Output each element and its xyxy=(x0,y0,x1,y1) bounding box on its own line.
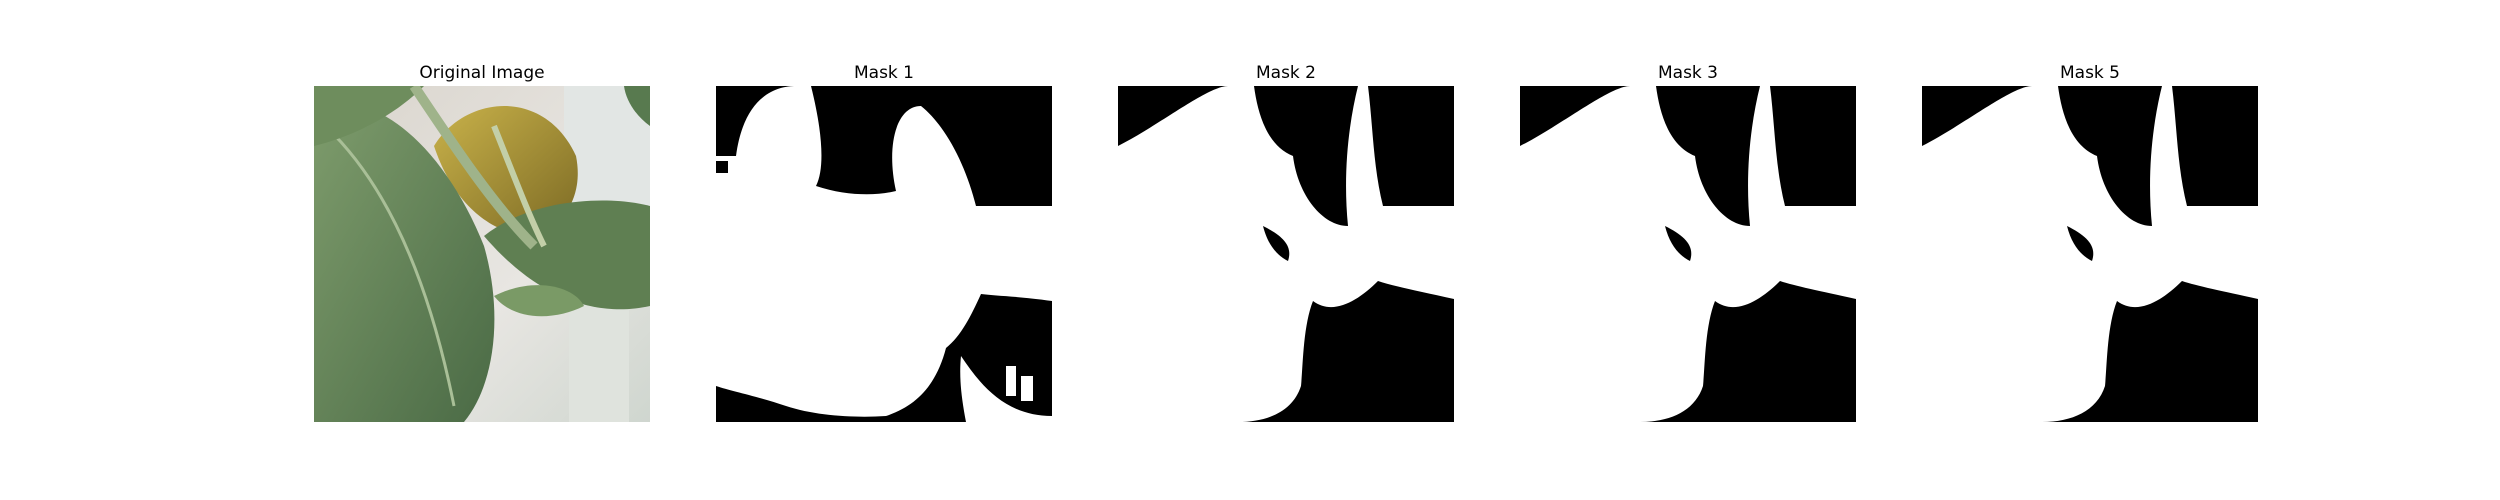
original-image xyxy=(314,86,650,422)
mask-1-panel: Mask 1 xyxy=(716,60,1052,422)
panel-title: Original Image xyxy=(419,63,545,83)
mask-5-image xyxy=(1922,86,2258,422)
panel-title: Mask 1 xyxy=(853,63,914,83)
mask-2-panel: Mask 2 xyxy=(1118,60,1454,422)
panel-title: Mask 5 xyxy=(2059,63,2120,83)
panel-title: Mask 2 xyxy=(1255,63,1316,83)
panel-title: Mask 3 xyxy=(1657,63,1718,83)
mask-2-image xyxy=(1118,86,1454,422)
mask-3-image xyxy=(1520,86,1856,422)
original-image-panel: Original Image xyxy=(314,60,650,422)
mask-3-panel: Mask 3 xyxy=(1520,60,1856,422)
mask-1-image xyxy=(716,86,1052,422)
mask-5-panel: Mask 5 xyxy=(1922,60,2258,422)
